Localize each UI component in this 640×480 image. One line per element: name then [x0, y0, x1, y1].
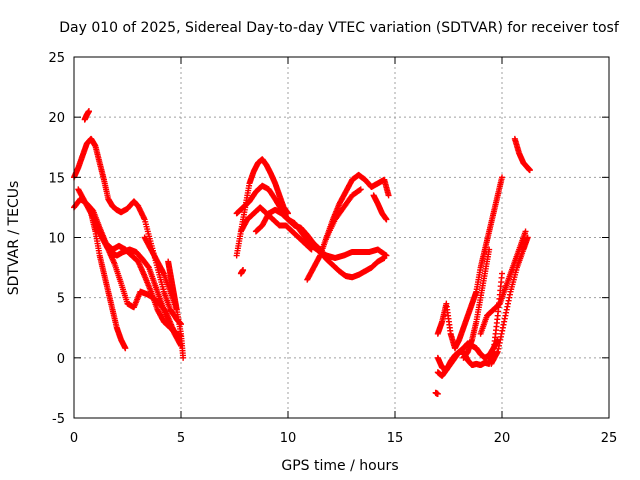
series-track — [165, 258, 180, 313]
data-point — [122, 345, 129, 352]
series-track — [237, 266, 247, 277]
x-tick-label: 15 — [387, 431, 404, 446]
y-tick-label: 20 — [48, 111, 65, 126]
series-track — [488, 234, 531, 367]
data-point — [240, 266, 247, 273]
series-track — [432, 389, 441, 397]
series-track — [323, 186, 364, 241]
y-tick-label: 0 — [57, 352, 65, 367]
data-points — [71, 108, 533, 397]
series-track — [434, 336, 501, 373]
data-point — [85, 108, 92, 115]
axis-ticks: 0 5 10 15 20 25 -5 0 5 10 15 20 25 — [48, 51, 617, 446]
chart-title: Day 010 of 2025, Sidereal Day-to-day VTE… — [59, 20, 620, 36]
series-track — [71, 135, 184, 328]
data-point — [522, 228, 529, 235]
series-track — [75, 186, 184, 349]
x-tick-label: 10 — [280, 431, 297, 446]
x-tick-label: 5 — [177, 431, 185, 446]
series-track — [304, 171, 392, 283]
y-tick-label: -5 — [52, 412, 65, 427]
x-tick-label: 25 — [601, 431, 618, 446]
series-track — [306, 240, 390, 261]
data-point — [526, 167, 533, 174]
data-point — [180, 354, 187, 361]
data-point — [499, 174, 505, 181]
series-track — [434, 174, 505, 352]
y-tick-label: 15 — [48, 171, 65, 186]
data-point — [385, 192, 392, 199]
x-axis-title: GPS time / hours — [281, 458, 398, 474]
x-tick-label: 20 — [494, 431, 511, 446]
data-point — [357, 186, 364, 193]
y-tick-label: 25 — [48, 51, 65, 66]
data-point — [383, 252, 390, 259]
series-track — [370, 192, 390, 223]
series-track — [81, 108, 92, 123]
data-point — [434, 390, 441, 397]
y-tick-label: 5 — [57, 292, 65, 307]
data-point — [499, 270, 505, 277]
grid-lines — [74, 57, 609, 418]
y-tick-label: 10 — [48, 232, 65, 247]
data-point — [486, 246, 493, 253]
data-point — [383, 216, 390, 223]
data-point — [173, 306, 180, 313]
y-axis-title: SDTVAR / TECUs — [6, 181, 22, 296]
data-point — [524, 234, 531, 241]
series-track — [460, 246, 493, 361]
x-tick-label: 0 — [70, 431, 78, 446]
series-track — [511, 135, 533, 174]
series-track — [88, 210, 129, 352]
